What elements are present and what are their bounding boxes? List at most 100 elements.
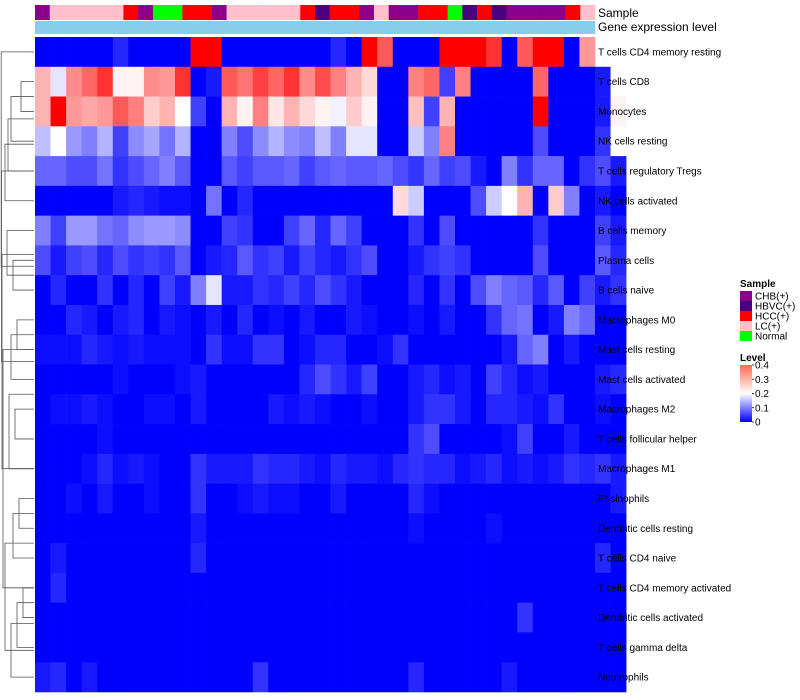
heatmap-cell <box>532 304 549 336</box>
heatmap-cell <box>392 185 409 216</box>
row-label: B cells naive <box>598 286 655 297</box>
heatmap-cell <box>112 424 129 455</box>
row-label: T cells regulatory Tregs <box>598 166 702 177</box>
heatmap-cell <box>423 602 440 633</box>
heatmap-cell <box>97 215 114 246</box>
heatmap-cell <box>221 215 238 246</box>
heatmap-cell <box>392 304 409 336</box>
heatmap-cell <box>330 215 347 246</box>
heatmap-cell <box>315 662 331 693</box>
heatmap-cell <box>330 96 347 127</box>
sample-track-cell <box>241 5 257 20</box>
heatmap-cell <box>486 156 502 187</box>
heatmap-cell <box>579 394 596 425</box>
heatmap-cell <box>50 215 67 246</box>
heatmap-cell <box>112 513 129 544</box>
heatmap-cell <box>408 424 425 455</box>
heatmap-cell <box>97 572 114 603</box>
heatmap-cell <box>517 483 534 514</box>
heatmap-cell <box>563 572 580 603</box>
heatmap-cell <box>221 37 238 68</box>
heatmap-cell <box>423 572 440 603</box>
heatmap-cell <box>81 275 98 306</box>
heatmap-cell <box>112 126 129 157</box>
heatmap-cell <box>221 156 238 187</box>
sample-track-cell <box>315 5 331 20</box>
heatmap-cell <box>190 513 207 544</box>
heatmap-cell <box>237 334 254 365</box>
heatmap-cell <box>392 513 409 544</box>
dendrogram-branch <box>6 230 34 276</box>
heatmap-cell <box>299 37 316 68</box>
heatmap-cell <box>66 185 82 216</box>
heatmap-cell <box>501 304 518 336</box>
heatmap-cell <box>50 37 67 68</box>
heatmap-cell <box>221 304 238 336</box>
heatmap-cell <box>392 543 409 574</box>
heatmap-cell <box>315 275 331 306</box>
heatmap-cell <box>423 543 440 574</box>
heatmap-cell <box>330 364 347 395</box>
heatmap-cell <box>252 394 269 425</box>
heatmap-cell <box>346 66 362 97</box>
heatmap-cell <box>237 632 254 663</box>
heatmap-cell <box>377 483 394 514</box>
heatmap-cell <box>610 513 627 544</box>
heatmap-cell <box>315 424 331 455</box>
heatmap-cell <box>268 543 285 574</box>
heatmap-cell <box>283 126 300 157</box>
heatmap-cell <box>563 483 580 514</box>
heatmap-cell <box>66 483 82 514</box>
heatmap-cell <box>532 364 549 395</box>
heatmap-cell <box>252 364 269 395</box>
heatmap-cell <box>408 602 425 633</box>
heatmap-cell <box>190 215 207 246</box>
heatmap-cell <box>252 156 269 187</box>
level-track-cell <box>108 21 124 34</box>
heatmap-cell <box>283 37 300 68</box>
heatmap-cell <box>175 394 191 425</box>
dendrogram-branch <box>4 542 34 651</box>
heatmap-cell <box>128 215 145 246</box>
heatmap-cell <box>159 394 176 425</box>
heatmap-cell <box>81 156 98 187</box>
heatmap-cell <box>579 572 596 603</box>
heatmap-cell <box>128 185 145 216</box>
heatmap-cell <box>579 424 596 455</box>
sample-track-cell <box>580 5 596 20</box>
heatmap-cell <box>408 453 425 484</box>
heatmap-cell <box>330 513 347 544</box>
heatmap-cell <box>81 572 98 603</box>
heatmap-cell <box>532 126 549 157</box>
heatmap-cell <box>221 572 238 603</box>
dendrogram-branch <box>4 143 34 202</box>
heatmap-cell <box>81 245 98 276</box>
heatmap-cell <box>470 513 487 544</box>
heatmap-cell <box>81 334 98 365</box>
heatmap-cell <box>283 215 300 246</box>
heatmap-cell <box>112 632 129 663</box>
heatmap-cell <box>346 37 362 68</box>
heatmap-cell <box>299 126 316 157</box>
row-label: Dendritic cells activated <box>598 613 703 624</box>
heatmap-cell <box>579 662 596 693</box>
heatmap-cell <box>237 245 254 276</box>
heatmap-cell <box>221 632 238 663</box>
heatmap-cell <box>112 483 129 514</box>
heatmap-cell <box>392 483 409 514</box>
heatmap-cell <box>408 156 425 187</box>
heatmap-cell <box>377 126 394 157</box>
heatmap-cell <box>455 215 471 246</box>
heatmap-cell <box>81 543 98 574</box>
row-label: Eosinophils <box>598 494 649 505</box>
heatmap-cell <box>392 215 409 246</box>
heatmap-cell <box>252 275 269 306</box>
heatmap-cell <box>377 572 394 603</box>
heatmap-cell <box>97 424 114 455</box>
heatmap-cell <box>252 453 269 484</box>
level-track-cell <box>49 21 65 34</box>
dendrogram-branch <box>16 602 34 648</box>
heatmap-cell <box>143 602 160 633</box>
legend-tick-label: 0.2 <box>755 389 769 400</box>
heatmap-cell <box>66 66 82 97</box>
